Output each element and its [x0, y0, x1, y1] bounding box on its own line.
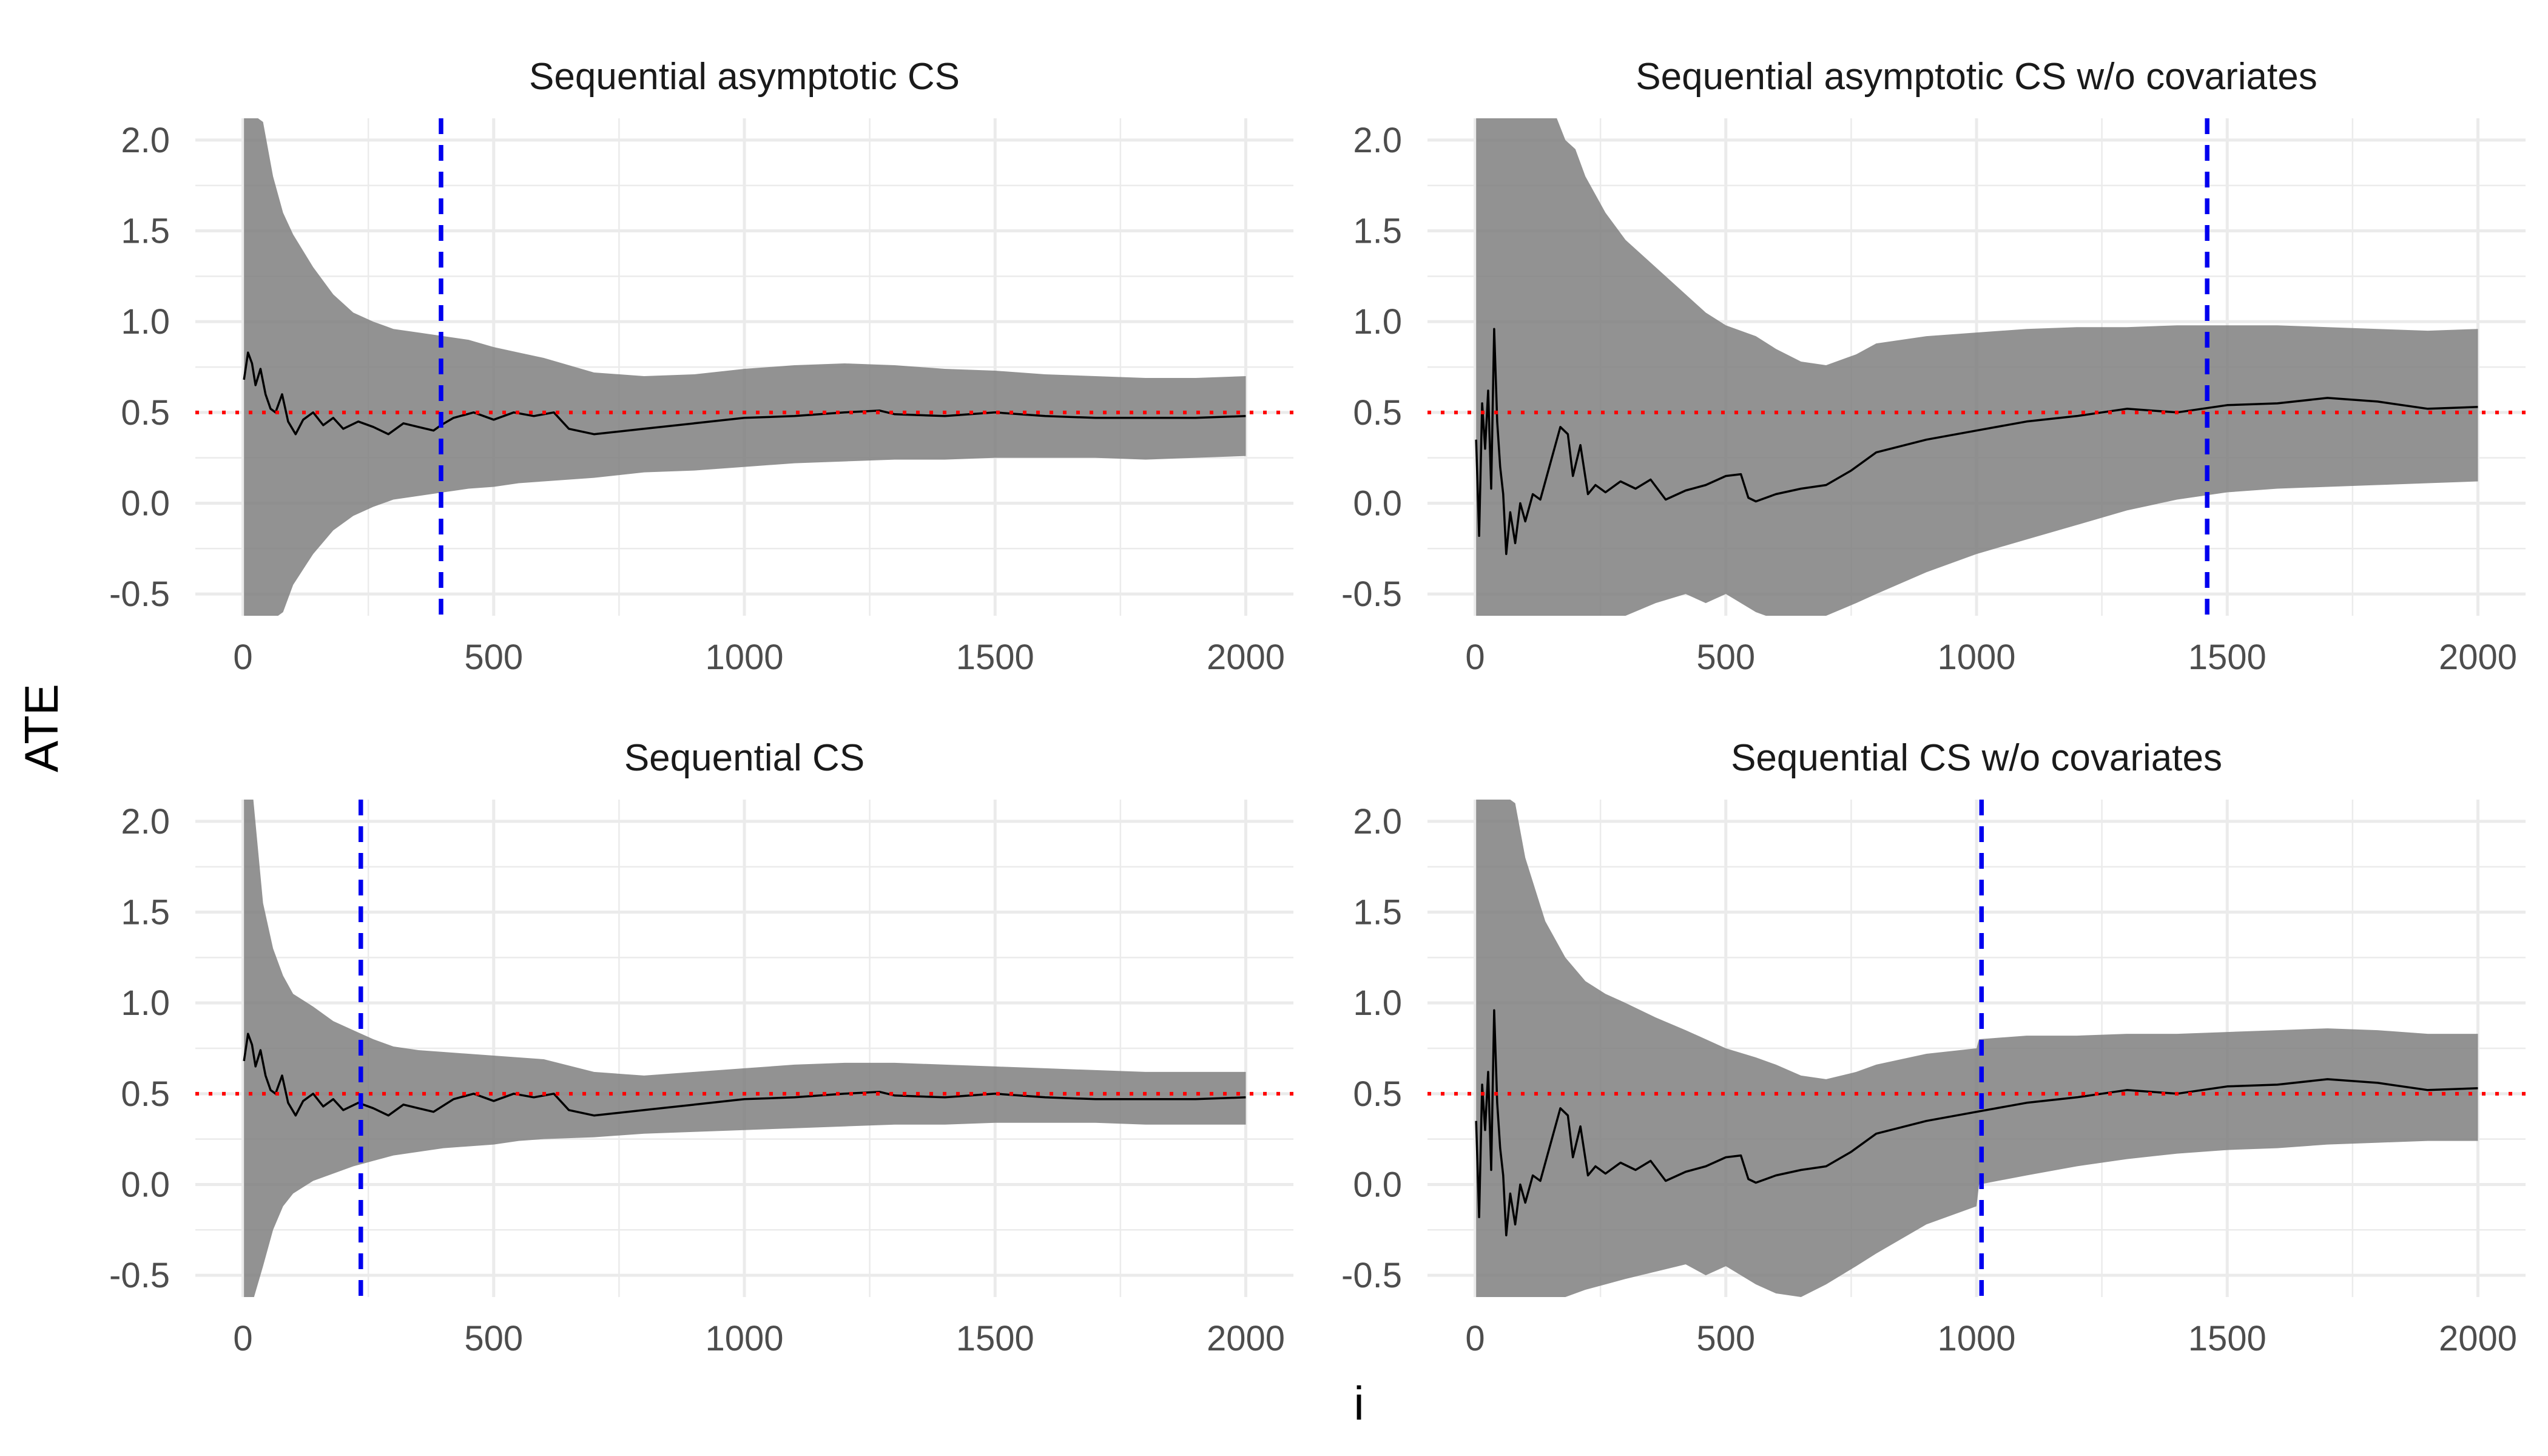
top-left-x-tick-label: 500	[464, 638, 523, 677]
top-right-panel-title: Sequential asymptotic CS w/o covariates	[1636, 56, 2317, 98]
bottom-right-y-tick-label: 2.0	[1353, 802, 1402, 841]
bottom-left-x-tick-label: 2000	[1207, 1319, 1285, 1358]
bottom-right-x-tick-label: 1000	[1937, 1319, 2015, 1358]
bottom-left-x-tick-label: 0	[233, 1319, 252, 1358]
x-axis-title: i	[1353, 1377, 1364, 1430]
bottom-right-panel: Sequential CS w/o covariates 0 500 1000 1500…	[1341, 737, 2526, 1358]
bottom-left-x-tick-label: 1000	[705, 1319, 783, 1358]
panels: Sequential asymptotic CS 0 500 1000 1500 2000…	[109, 56, 2526, 1358]
bottom-left-panel: Sequential CS 0 500 1000 1500 2000 -0.5 0.0 0.5 1…	[109, 737, 1293, 1358]
top-left-x-tick-label: 1000	[705, 638, 783, 677]
top-right-confidence-band	[1476, 118, 2478, 616]
bottom-right-x-tick-label: 500	[1696, 1319, 1755, 1358]
top-right-estimate-line	[1475, 328, 2478, 555]
bottom-right-panel-title: Sequential CS w/o covariates	[1731, 737, 2222, 779]
bottom-left-panel-title: Sequential CS	[624, 737, 864, 779]
top-right-x-tick-label: 500	[1696, 638, 1755, 677]
bottom-right-y-tick-label: -0.5	[1341, 1256, 1402, 1295]
top-left-y-tick-label: 0.0	[121, 484, 170, 523]
top-left-y-tick-label: 0.5	[121, 393, 170, 433]
top-left-y-tick-label: 1.0	[121, 302, 170, 342]
top-left-x-tick-label: 0	[233, 638, 252, 677]
bottom-right-x-tick-label: 2000	[2439, 1319, 2517, 1358]
bottom-right-x-tick-label: 0	[1465, 1319, 1485, 1358]
top-right-y-tick-label: 2.0	[1353, 121, 1402, 160]
top-right-x-tick-label: 1000	[1937, 638, 2015, 677]
bottom-left-y-tick-label: -0.5	[109, 1256, 170, 1295]
top-right-y-tick-label: 1.5	[1353, 212, 1402, 251]
top-left-panel-title: Sequential asymptotic CS	[529, 56, 960, 98]
top-left-x-tick-label: 1500	[956, 638, 1034, 677]
top-left-y-tick-label: 1.5	[121, 212, 170, 251]
top-left-y-tick-label: -0.5	[109, 575, 170, 614]
top-left-x-tick-label: 2000	[1207, 638, 1285, 677]
bottom-right-plot-area	[1475, 800, 2478, 1297]
bottom-left-y-tick-label: 1.5	[121, 893, 170, 932]
bottom-right-x-tick-label: 1500	[2188, 1319, 2267, 1358]
bottom-left-y-tick-label: 2.0	[121, 802, 170, 841]
top-right-y-tick-label: 0.0	[1353, 484, 1402, 523]
bottom-right-y-tick-label: 0.0	[1353, 1165, 1402, 1204]
top-right-x-tick-label: 1500	[2188, 638, 2267, 677]
bottom-right-confidence-band	[1476, 800, 2478, 1297]
bottom-left-y-tick-label: 0.5	[121, 1074, 170, 1114]
top-right-panel: Sequential asymptotic CS w/o covariates 0…	[1341, 56, 2526, 677]
bottom-right-y-tick-label: 0.5	[1353, 1074, 1402, 1114]
top-right-y-tick-label: -0.5	[1341, 575, 1402, 614]
top-right-y-tick-label: 1.0	[1353, 302, 1402, 342]
bottom-right-estimate-line	[1475, 1009, 2478, 1236]
bottom-left-x-tick-label: 1500	[956, 1319, 1034, 1358]
top-left-confidence-band	[244, 118, 1246, 616]
top-left-y-tick-label: 2.0	[121, 121, 170, 160]
top-right-x-tick-label: 2000	[2439, 638, 2517, 677]
bottom-left-y-tick-label: 0.0	[121, 1165, 170, 1204]
bottom-left-x-tick-label: 500	[464, 1319, 523, 1358]
bottom-left-y-tick-label: 1.0	[121, 983, 170, 1023]
top-right-y-tick-label: 0.5	[1353, 393, 1402, 433]
top-left-panel: Sequential asymptotic CS 0 500 1000 1500 2000…	[109, 56, 1293, 677]
bottom-right-y-tick-label: 1.5	[1353, 893, 1402, 932]
bottom-right-y-tick-label: 1.0	[1353, 983, 1402, 1023]
top-right-plot-area	[1475, 118, 2478, 616]
top-right-x-tick-label: 0	[1465, 638, 1485, 677]
y-axis-title: ATE	[15, 684, 68, 772]
